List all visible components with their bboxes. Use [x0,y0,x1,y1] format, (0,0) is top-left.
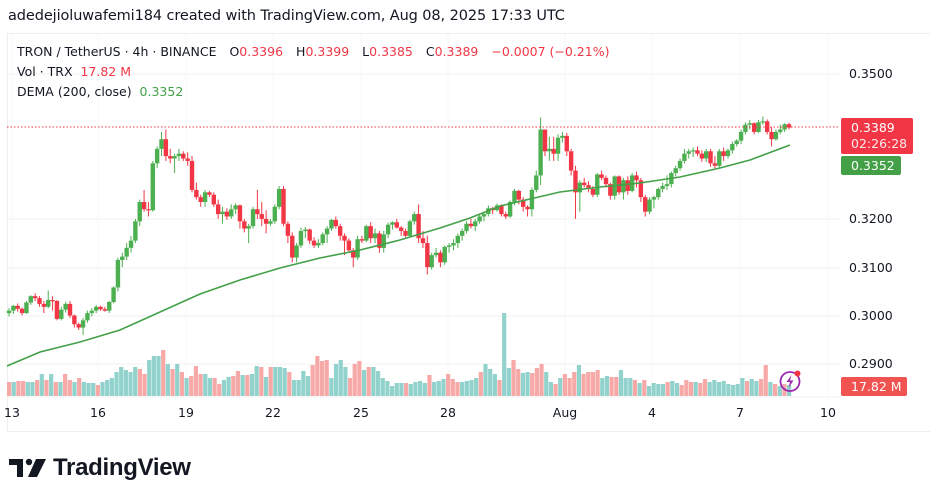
bar-countdown: 02:26:28 [851,136,908,151]
price-tick-0.3000: 0.3000 [849,308,893,323]
low-value: 0.3385 [369,44,413,59]
open-label: O [229,44,240,59]
close-label: C [425,44,435,59]
time-tick-7: 7 [736,405,744,420]
time-tick-aug: Aug [552,405,578,420]
last-price-value: 0.3389 [851,120,895,135]
volume-label: Vol · TRX [17,64,73,79]
time-tick-22: 22 [265,405,281,420]
time-tick-4: 4 [648,405,656,420]
symbol-label: TRON / TetherUS · 4h · BINANCE [17,44,217,59]
candlestick-series [6,116,792,335]
legend-dema-row[interactable]: DEMA (200, close) 0.3352 [17,82,609,102]
price-tick-0.2900: 0.2900 [849,356,893,371]
legend-symbol-row[interactable]: TRON / TetherUS · 4h · BINANCE O0.3396 H… [17,42,609,62]
tradingview-logo-icon [9,458,46,477]
low-label: L [362,44,370,59]
high-label: H [296,44,306,59]
dema-value: 0.3352 [139,84,184,99]
price-tick-0.3500: 0.3500 [849,66,893,81]
chart-credit: adedejioluwafemi184 created with Trading… [8,8,565,24]
volume-value: 17.82 M [80,64,132,79]
volume-bars [7,313,792,396]
lightning-alert-icon[interactable] [778,369,802,393]
time-tick-13: 13 [4,405,20,420]
time-tick-16: 16 [90,405,106,420]
price-tick-0.3200: 0.3200 [849,211,893,226]
open-value: 0.3396 [239,44,284,59]
chart-legend: TRON / TetherUS · 4h · BINANCE O0.3396 H… [17,42,609,102]
time-tick-10: 10 [820,405,836,420]
dema-line [6,144,791,367]
time-tick-19: 19 [178,405,194,420]
last-price-tag: 0.3389 02:26:28 [841,118,913,154]
legend-volume-row[interactable]: Vol · TRX 17.82 M [17,62,609,82]
time-tick-28: 28 [440,405,456,420]
chart-frame [7,33,930,432]
close-value: 0.3389 [434,44,479,59]
dema-price-tag: 0.3352 [841,156,901,175]
high-value: 0.3399 [305,44,350,59]
change-value: −0.0007 (−0.21%) [491,44,610,59]
dema-label: DEMA (200, close) [17,84,132,99]
tradingview-logo[interactable]: TradingView [9,454,191,482]
tradingview-logo-text: TradingView [53,454,191,481]
volume-tag: 17.82 M [841,377,907,396]
price-tick-0.3100: 0.3100 [849,260,893,275]
time-tick-25: 25 [353,405,369,420]
